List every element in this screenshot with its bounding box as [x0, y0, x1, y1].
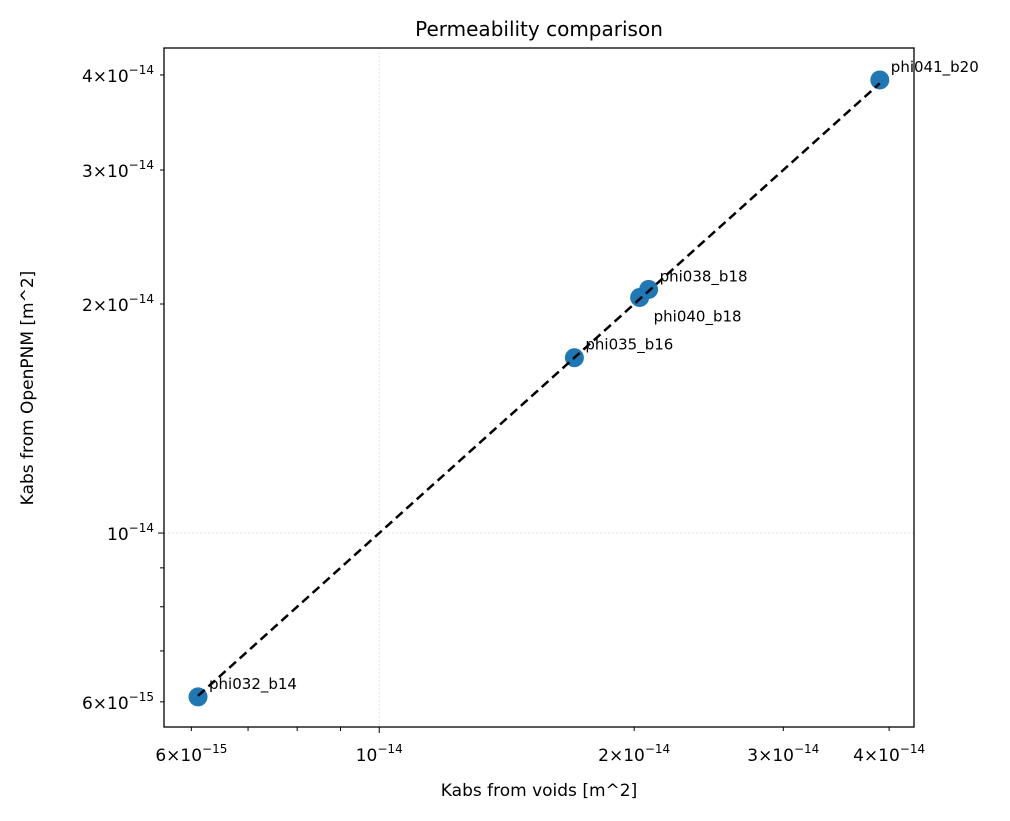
grid	[164, 48, 914, 727]
point-labels: phi041_b20 phi038_b18 phi040_b18 phi035_b16…	[209, 58, 979, 694]
point-label: phi038_b18	[660, 267, 748, 286]
plot-frame	[163, 47, 915, 728]
x-tick-label: 4×10−14	[853, 742, 925, 766]
chart-title: Permeability comparison	[415, 17, 663, 41]
y-tick-label: 4×10−14	[82, 63, 154, 87]
ticks: 6×10−15 10−14 2×10−14 3×10−14 4×10−14 6×10−15…	[82, 63, 925, 766]
y-tick-label: 3×10−14	[82, 158, 154, 182]
y-axis-label: Kabs from OpenPNM [m^2]	[18, 271, 38, 506]
reference-line	[197, 82, 881, 697]
x-axis-label: Kabs from voids [m^2]	[441, 781, 637, 801]
point-label: phi040_b18	[654, 307, 742, 326]
point-label: phi035_b16	[585, 336, 673, 355]
point-label: phi032_b14	[209, 675, 297, 694]
point-label: phi041_b20	[891, 58, 979, 77]
reference-line-group	[197, 82, 881, 697]
y-tick-label: 2×10−14	[82, 292, 154, 316]
y-tick-label: 10−14	[107, 521, 154, 545]
y-tick-label: 6×10−15	[82, 690, 154, 714]
data-point	[870, 70, 890, 90]
x-tick-label: 10−14	[356, 742, 403, 766]
x-tick-label: 3×10−14	[747, 742, 819, 766]
x-tick-label: 2×10−14	[598, 742, 670, 766]
x-tick-label: 6×10−15	[155, 742, 227, 766]
